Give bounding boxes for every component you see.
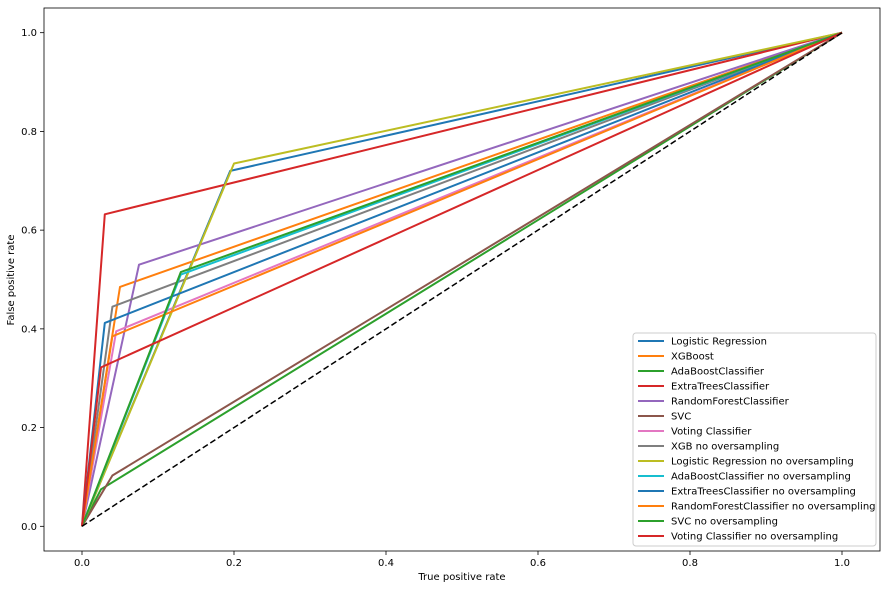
x-tick-label: 0.0	[74, 558, 90, 569]
legend-label: SVC no oversampling	[671, 517, 778, 528]
x-tick-label: 0.6	[530, 558, 546, 569]
series-line-11	[81, 31, 843, 527]
legend-label: ExtraTreesClassifier no oversampling	[671, 487, 856, 498]
legend: Logistic Regression XGBoost AdaBoostClassi…	[632, 332, 877, 547]
y-axis-label: False positive rate	[6, 235, 17, 326]
series-line-4	[81, 31, 843, 527]
legend-label: SVC	[671, 412, 691, 423]
x-axis: 0.0 0.2 0.4 0.6 0.8 1.0	[74, 551, 850, 569]
legend-label: AdaBoostClassifier	[671, 367, 765, 378]
legend-label: XGBoost	[671, 352, 714, 363]
legend-label: AdaBoostClassifier no oversampling	[671, 472, 851, 483]
x-tick-label: 0.4	[378, 558, 394, 569]
series-line-5	[81, 31, 843, 527]
y-tick-label: 1.0	[21, 28, 37, 39]
legend-box	[632, 332, 877, 547]
y-tick-label: 0.2	[21, 423, 37, 434]
x-tick-label: 0.2	[226, 558, 242, 569]
legend-label: XGB no oversampling	[671, 442, 779, 453]
legend-label: RandomForestClassifier no oversampling	[671, 502, 876, 513]
legend-label: RandomForestClassifier	[671, 397, 790, 408]
x-axis-label: True positive rate	[417, 572, 505, 583]
series-line-12	[81, 31, 843, 527]
y-tick-label: 0.6	[21, 226, 37, 237]
x-tick-label: 0.8	[682, 558, 698, 569]
baseline-diagonal	[81, 32, 843, 527]
legend-label: Voting Classifier	[671, 427, 752, 438]
y-tick-label: 0.8	[21, 127, 37, 138]
x-tick-label: 1.0	[834, 558, 850, 569]
plot-frame	[43, 7, 881, 552]
y-tick-label: 0.4	[21, 324, 37, 335]
legend-label: Logistic Regression no oversampling	[671, 457, 854, 468]
legend-label: ExtraTreesClassifier	[671, 382, 770, 393]
series-line-7	[81, 31, 843, 527]
legend-label: Logistic Regression	[671, 337, 767, 348]
series-line-3	[81, 31, 843, 527]
y-axis: 0.0 0.2 0.4 0.6 0.8 1.0	[21, 28, 44, 533]
series-layer	[81, 31, 843, 527]
series-line-13	[81, 31, 843, 527]
y-tick-label: 0.0	[21, 522, 37, 533]
series-line-8	[81, 31, 843, 527]
legend-label: Voting Classifier no oversampling	[671, 532, 838, 543]
